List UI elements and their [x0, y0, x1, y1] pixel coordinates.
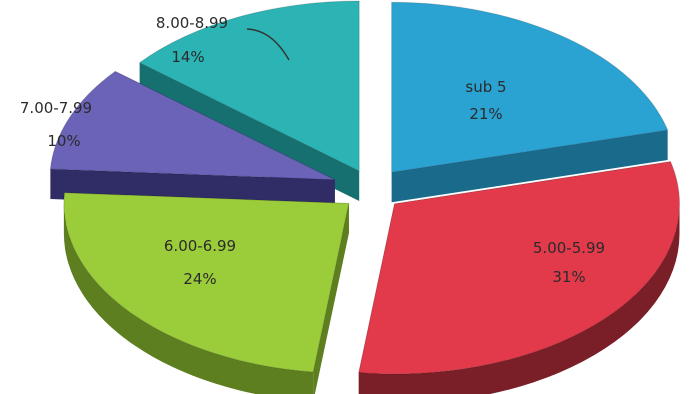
slice-label-sub-5: sub 5: [465, 78, 506, 96]
slice-value-6-00-6-99: 24%: [183, 270, 216, 288]
slice-label-7-00-7-99: 7.00-7.99: [20, 99, 92, 117]
slice-label-6-00-6-99: 6.00-6.99: [164, 237, 236, 255]
slice-label-8-00-8-99: 8.00-8.99: [156, 14, 228, 32]
pie-slice-6-00-6-99: [64, 193, 349, 394]
slice-value-8-00-8-99: 14%: [171, 48, 204, 66]
slice-label-5-00-5-99: 5.00-5.99: [533, 239, 605, 257]
slice-value-7-00-7-99: 10%: [47, 132, 80, 150]
slice-value-5-00-5-99: 31%: [552, 268, 585, 286]
slice-value-sub-5: 21%: [469, 105, 502, 123]
pie-slices: [50, 1, 679, 394]
